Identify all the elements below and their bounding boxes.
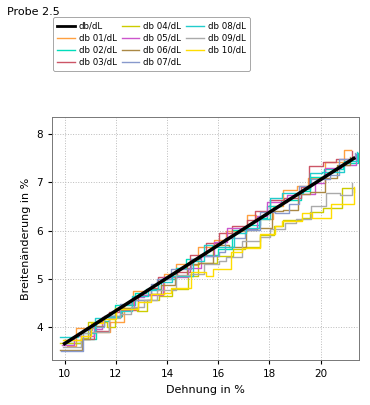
X-axis label: Dehnung in %: Dehnung in % bbox=[166, 385, 245, 395]
Y-axis label: Breitenänderung in %: Breitenänderung in % bbox=[21, 178, 31, 300]
Legend: db/dL, db 01/dL, db 02/dL, db 03/dL, db 04/dL, db 05/dL, db 06/dL, db 07/dL, db : db/dL, db 01/dL, db 02/dL, db 03/dL, db … bbox=[53, 17, 250, 71]
Text: Probe 2.5: Probe 2.5 bbox=[7, 7, 60, 17]
